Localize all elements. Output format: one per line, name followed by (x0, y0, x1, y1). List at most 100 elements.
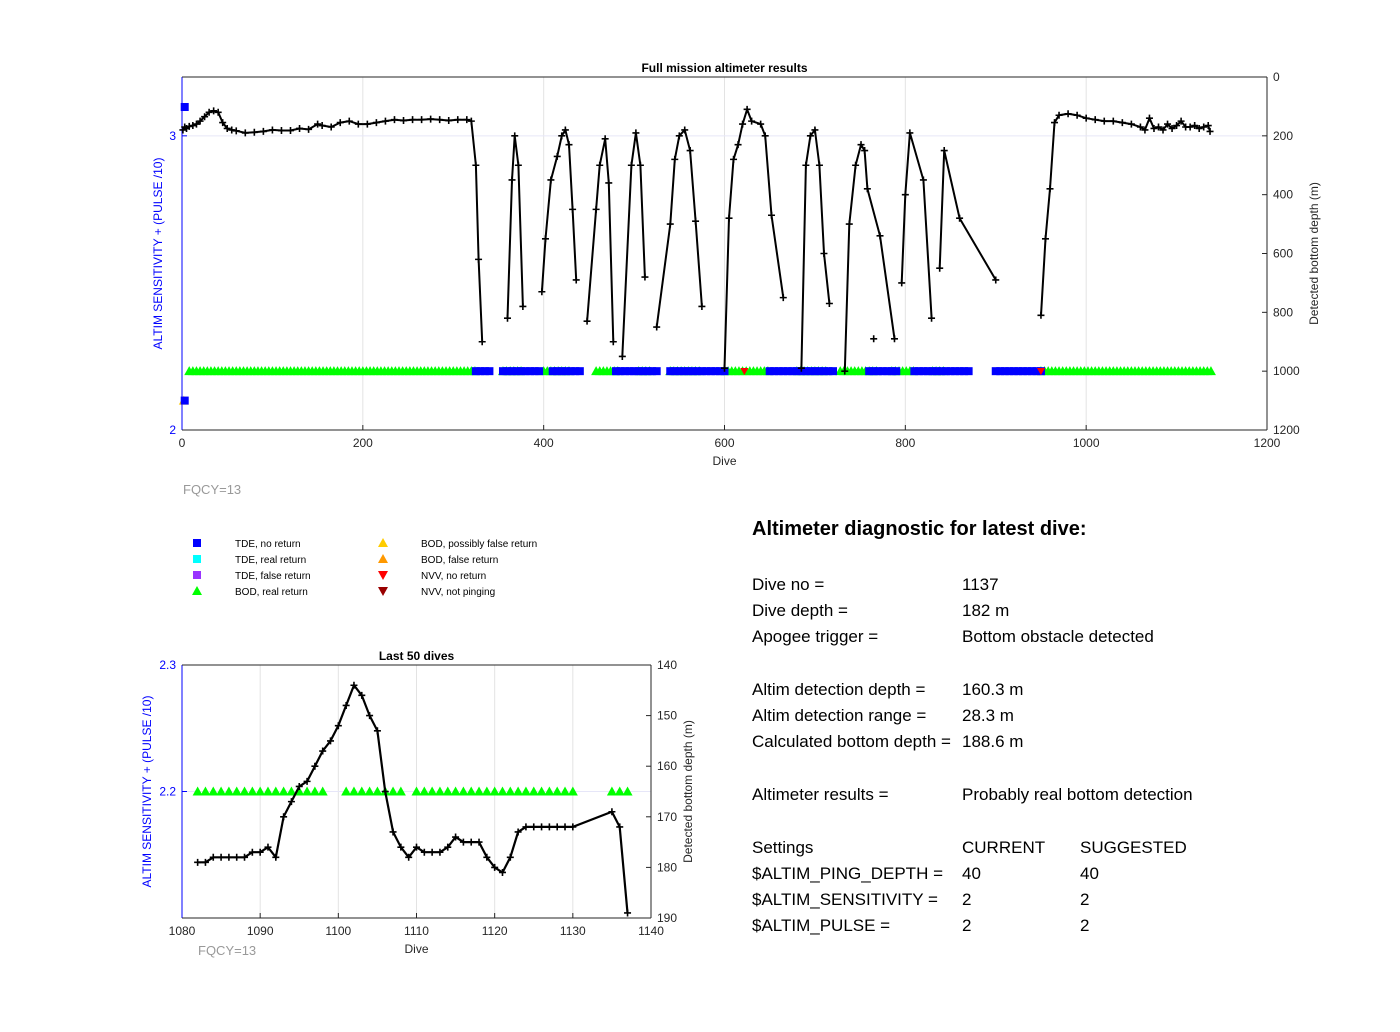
mission-depth-point (671, 155, 679, 163)
last50-depth-point (389, 828, 397, 836)
mission-depth-point (906, 129, 914, 137)
last50-depth-point (420, 848, 428, 856)
legend-label: TDE, false return (235, 571, 311, 582)
mission-depth-point (196, 117, 204, 125)
last50-depth-point (608, 808, 616, 816)
mission-depth-point (541, 235, 549, 243)
mission-depth-point (1037, 311, 1045, 319)
mission-depth-point (734, 141, 742, 149)
bod-real-return-marker (1205, 366, 1216, 376)
last50-x-tick-label: 1100 (325, 924, 351, 938)
mission-depth-point (936, 264, 944, 272)
mission-x-tick-label: 0 (179, 436, 186, 450)
last50-bod-real-return-marker (216, 786, 227, 796)
mission-depth-point (381, 117, 389, 125)
mission-depth-point (472, 161, 480, 169)
tde-no-return-marker (652, 367, 661, 376)
tde-no-return-marker (964, 367, 973, 376)
last50-depth-point (436, 848, 444, 856)
tde-no-return-marker (521, 367, 530, 376)
last50-depth-point (194, 858, 202, 866)
tde-no-return-marker (770, 367, 779, 376)
tde-no-return-marker (824, 367, 833, 376)
last50-x-tick-label: 1110 (404, 924, 429, 938)
last50-depth-point (467, 838, 475, 846)
mission-depth-point (666, 220, 674, 228)
mission-depth-point (761, 132, 769, 140)
tde-no-return-marker (815, 367, 824, 376)
last50-depth-point (553, 823, 561, 831)
mission-left-tick-label: 2 (169, 423, 176, 437)
mission-depth-point (514, 161, 522, 169)
altim-depth-label: Altim detection depth = (752, 680, 926, 699)
mission-depth-point (890, 335, 898, 343)
tde-no-return-marker (517, 367, 526, 376)
mission-depth-point (779, 294, 787, 302)
mission-depth-point (870, 335, 878, 343)
mission-depth-point (1118, 119, 1126, 127)
mission-depth-point (409, 116, 417, 124)
mission-depth-point (1041, 235, 1049, 243)
tde-no-return-marker (480, 367, 489, 376)
tde-no-return-marker (878, 367, 887, 376)
mission-depth-point (1155, 123, 1162, 131)
tde-no-return-marker (991, 367, 1000, 376)
last50-depth-point (264, 843, 272, 851)
mission-depth-point (898, 279, 906, 287)
mission-right-y-label: Detected bottom depth (m) (1307, 182, 1321, 325)
tde-no-return-marker (548, 367, 557, 376)
mission-depth-point (1046, 185, 1054, 193)
mission-depth-point (1091, 116, 1099, 124)
altim-range-label: Altim detection range = (752, 706, 927, 725)
last50-bod-real-return-marker (466, 786, 477, 796)
last50-x-label: Dive (404, 942, 428, 956)
tde-no-return-marker (865, 367, 874, 376)
mission-depth-point (596, 161, 604, 169)
mission-depth-point (508, 176, 516, 184)
tde-no-return-marker (1018, 367, 1027, 376)
mission-depth-point (259, 127, 267, 135)
mission-depth-point (336, 119, 344, 127)
tde-no-return-marker (526, 367, 535, 376)
last50-bod-real-return-marker (255, 786, 266, 796)
mission-depth-point (561, 126, 569, 134)
tde-no-return-marker (806, 367, 815, 376)
mission-depth-point (287, 127, 294, 135)
last50-bod-real-return-marker (317, 786, 328, 796)
pulse-label: $ALTIM_PULSE = (752, 916, 891, 935)
legend-label: BOD, false return (421, 555, 498, 566)
last50-depth-point (522, 823, 530, 831)
tde-no-return-marker (562, 367, 571, 376)
legend-label: TDE, no return (235, 539, 301, 550)
sensitivity-suggested: 2 (1080, 890, 1090, 909)
mission-depth-point (314, 120, 322, 128)
tde-no-return-marker (697, 367, 706, 376)
mission-depth-point (205, 108, 213, 116)
last50-bod-real-return-marker (200, 786, 211, 796)
mission-depth-point (992, 276, 1000, 284)
mission-depth-point (757, 120, 765, 128)
settings-label: Settings (752, 838, 814, 857)
mission-depth-point (1204, 122, 1212, 130)
last50-bod-real-return-marker (450, 786, 461, 796)
tde-no-return-marker (639, 367, 648, 376)
mission-depth-point (478, 338, 486, 346)
last50-bod-real-return-marker (231, 786, 242, 796)
last50-depth-point (514, 828, 522, 836)
mission-depth-point (675, 132, 683, 140)
mission-depth-point (463, 116, 471, 124)
last50-depth-point (405, 853, 413, 861)
nvv-no-return-marker (740, 367, 749, 376)
tde-no-return-marker (1005, 367, 1014, 376)
mission-depth-point (632, 129, 640, 137)
last50-fqcy-annotation: FQCY=13 (198, 943, 256, 958)
mission-depth-point (876, 232, 884, 240)
last50-bod-real-return-marker (356, 786, 367, 796)
mission-depth-point (1186, 123, 1194, 131)
mission-depth-point (698, 302, 706, 310)
last50-depth-point (209, 853, 217, 861)
mission-depth-point (601, 135, 609, 143)
last50-bod-real-return-marker (208, 786, 219, 796)
mission-depth-point (1136, 123, 1144, 131)
mission-depth-point (250, 128, 258, 136)
